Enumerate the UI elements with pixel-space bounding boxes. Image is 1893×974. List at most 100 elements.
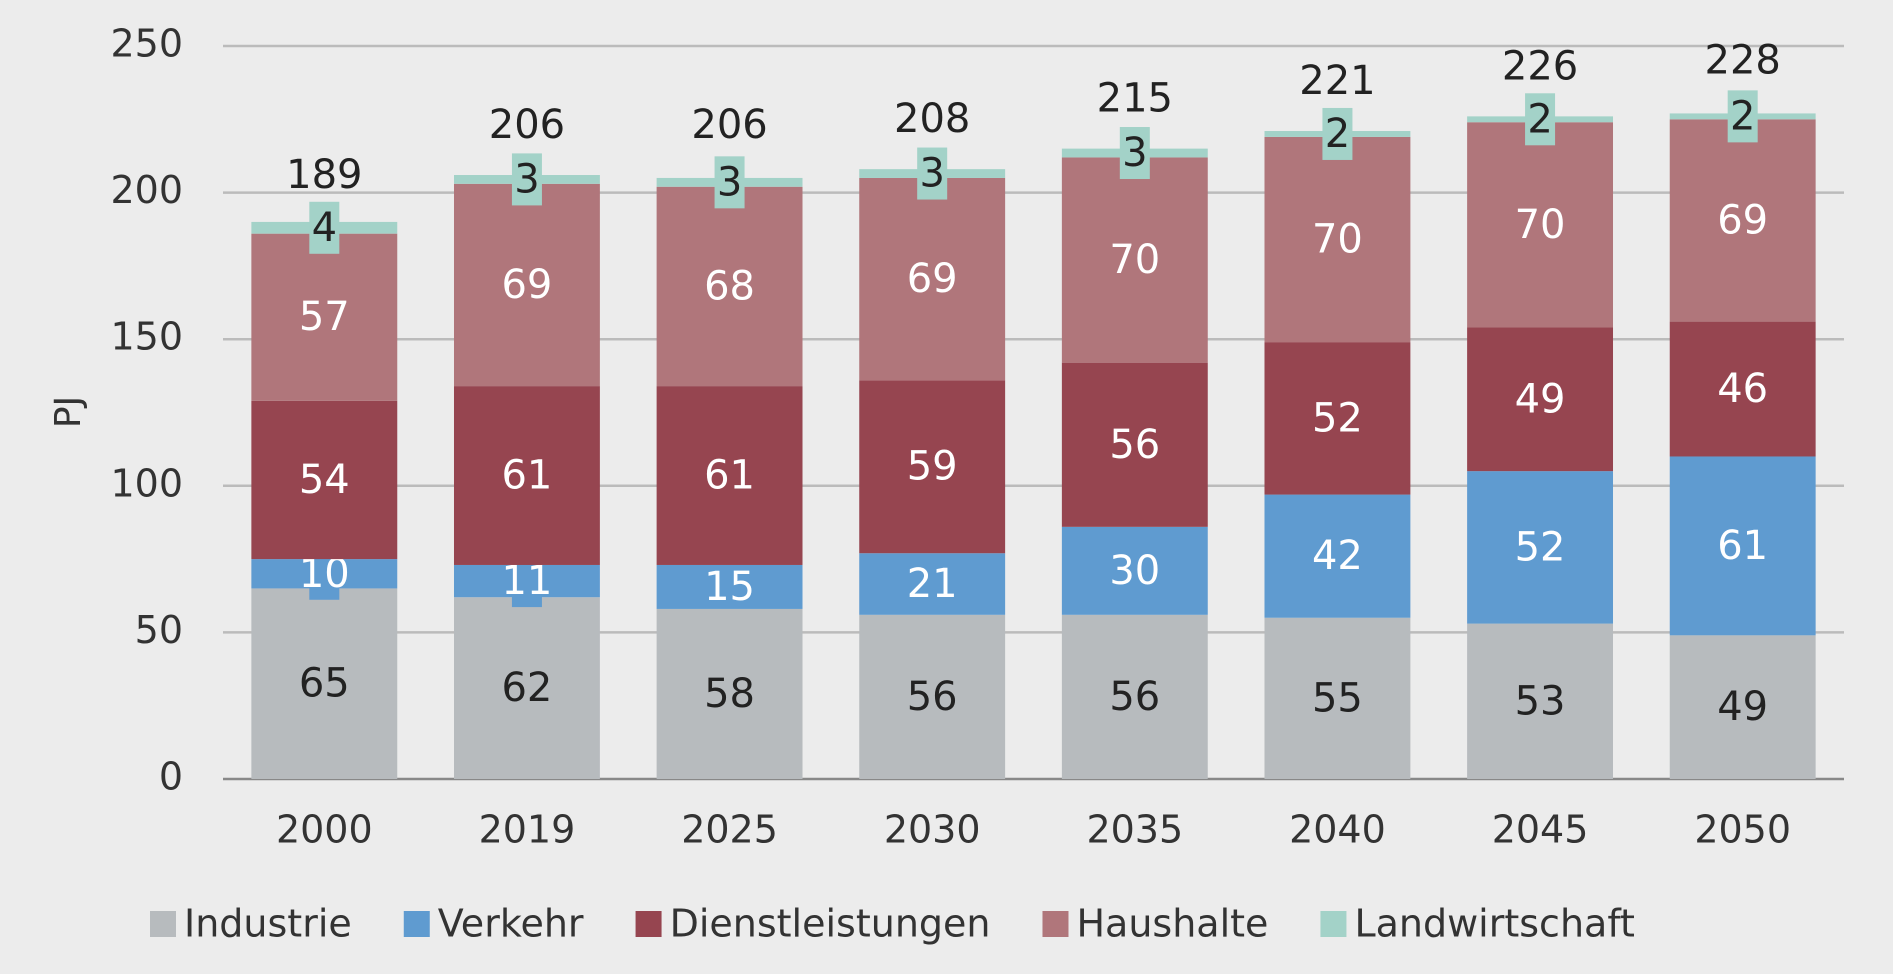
data-label: 2 <box>1730 93 1755 139</box>
data-label: 3 <box>919 151 944 197</box>
bar-segment <box>1467 122 1614 328</box>
y-tick-label: 50 <box>135 608 183 652</box>
bar-segment <box>656 186 803 387</box>
label-background <box>714 156 745 209</box>
bar-segment <box>1061 362 1208 527</box>
bar-segment <box>1669 456 1816 636</box>
legend-label: Haushalte <box>1076 902 1268 946</box>
data-label: 59 <box>907 444 958 490</box>
bar-segment <box>453 597 600 779</box>
bar-segment <box>251 588 398 779</box>
total-label: 206 <box>489 102 565 148</box>
x-tick-label: 2000 <box>276 808 373 852</box>
data-label: 15 <box>704 564 755 610</box>
legend-label: Verkehr <box>438 902 584 946</box>
data-label: 56 <box>1109 674 1160 720</box>
bar-segment <box>1264 342 1411 495</box>
data-label: 4 <box>312 205 337 251</box>
label-background <box>309 201 340 254</box>
legend-swatch <box>150 911 176 937</box>
y-axis-label: PJ <box>48 396 89 428</box>
bar-segment <box>1669 119 1816 322</box>
data-label: 58 <box>704 671 755 717</box>
bar-segment <box>1264 494 1411 618</box>
bar-segment <box>859 380 1006 554</box>
legend-label: Industrie <box>184 902 352 946</box>
data-label: 65 <box>299 661 350 707</box>
data-label: 61 <box>704 453 755 499</box>
data-label: 11 <box>501 558 552 604</box>
x-tick-label: 2019 <box>479 808 576 852</box>
data-label: 69 <box>907 256 958 302</box>
legend-swatch <box>635 911 662 937</box>
bar-segment <box>251 400 398 560</box>
bar-segment <box>1467 327 1614 472</box>
x-tick-label: 2050 <box>1694 808 1791 852</box>
bar-segment <box>1669 321 1816 457</box>
total-label: 226 <box>1502 43 1578 89</box>
label-background <box>511 153 542 206</box>
bar-segment <box>1467 471 1614 624</box>
data-label: 62 <box>501 665 552 711</box>
y-tick-label: 100 <box>110 461 183 505</box>
data-label: 21 <box>907 561 958 607</box>
label-background <box>1727 90 1758 143</box>
bar-segment <box>251 233 398 401</box>
x-tick-label: 2025 <box>681 808 778 852</box>
bar-segment <box>1061 614 1208 779</box>
y-tick-label: 0 <box>159 755 183 799</box>
bar-segment <box>1061 526 1208 615</box>
data-label: 69 <box>1717 197 1768 243</box>
x-tick-label: 2045 <box>1492 808 1589 852</box>
label-background <box>1525 93 1556 146</box>
data-label: 70 <box>1109 237 1160 283</box>
total-label: 189 <box>286 152 362 198</box>
total-label: 215 <box>1097 76 1173 122</box>
data-label: 61 <box>1717 523 1768 569</box>
data-label: 70 <box>1515 202 1566 248</box>
bar-segment <box>1061 157 1208 363</box>
bar-segment <box>453 183 600 387</box>
data-label: 55 <box>1312 675 1363 721</box>
data-label: 52 <box>1515 524 1566 570</box>
y-tick-label: 200 <box>110 168 183 212</box>
bar-segment <box>1264 136 1411 343</box>
bar-segment <box>453 386 600 565</box>
legend-swatch <box>1320 911 1347 937</box>
legend-label: Dienstleistungen <box>670 902 991 946</box>
data-label: 2 <box>1527 96 1552 142</box>
bar-segment <box>859 177 1006 381</box>
data-label: 68 <box>704 263 755 309</box>
data-label: 3 <box>1122 130 1147 176</box>
label-background <box>1322 107 1353 160</box>
y-tick-label: 250 <box>110 22 183 66</box>
bar-segment <box>1669 635 1816 779</box>
data-label: 52 <box>1312 395 1363 441</box>
data-label: 3 <box>514 156 539 202</box>
total-label: 228 <box>1705 38 1781 84</box>
bar-segment <box>859 614 1006 779</box>
bar-segment <box>1264 617 1411 779</box>
label-background <box>1119 127 1150 180</box>
bar-segment <box>859 553 1006 615</box>
data-label: 3 <box>717 159 742 205</box>
legend-label: Landwirtschaft <box>1354 902 1635 946</box>
data-label: 56 <box>1109 422 1160 468</box>
data-label: 61 <box>501 453 552 499</box>
data-label: 49 <box>1515 376 1566 422</box>
legend-swatch <box>403 911 430 937</box>
data-label: 70 <box>1312 217 1363 263</box>
data-label: 49 <box>1717 684 1768 730</box>
total-label: 208 <box>894 96 970 142</box>
label-background <box>917 147 948 200</box>
data-label: 2 <box>1325 111 1350 157</box>
data-label: 30 <box>1109 548 1160 594</box>
bar-segment <box>656 608 803 779</box>
total-label: 206 <box>691 102 767 148</box>
y-tick-label: 150 <box>110 315 183 359</box>
data-label: 56 <box>907 674 958 720</box>
data-label: 54 <box>299 457 350 503</box>
data-label: 42 <box>1312 533 1363 579</box>
x-tick-label: 2030 <box>884 808 981 852</box>
